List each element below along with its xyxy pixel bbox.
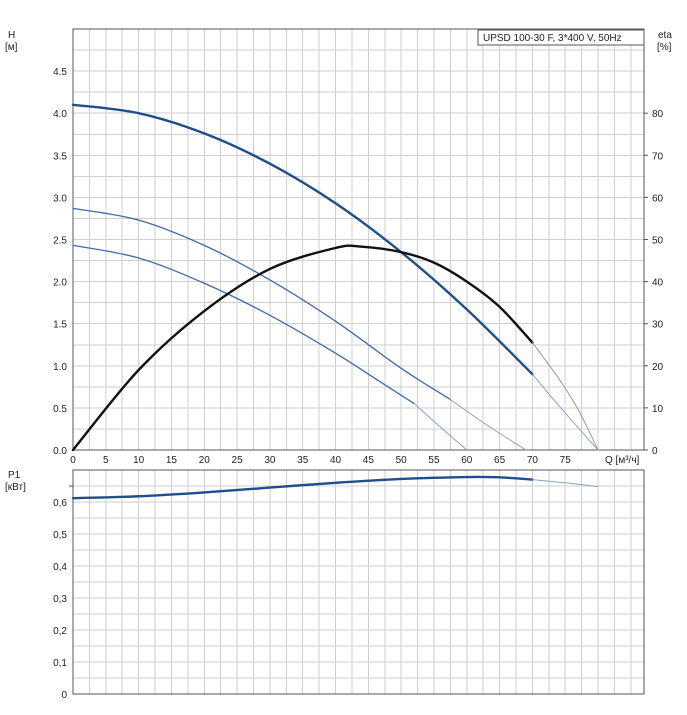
y-tick-label-right: 0 [652, 446, 658, 457]
power-y-tick-label: 0 [61, 690, 67, 701]
x-tick-label: 25 [232, 455, 244, 466]
chart-title: UPSD 100-30 F, 3*400 V, 50Hz [483, 33, 622, 44]
power-y-axis-unit: [кВт] [5, 482, 26, 493]
y-tick-label-left: 4.5 [53, 67, 67, 78]
x-tick-label: 15 [166, 455, 178, 466]
x-tick-label: 60 [461, 455, 473, 466]
x-tick-label: 40 [330, 455, 342, 466]
head-chart-y-ticks-right: 0 10 20 30 40 50 60 70 80 [644, 109, 664, 457]
power-y-tick-label: 0,3 [53, 594, 67, 605]
power-chart-y-ticks: 0 0,1 0,2 0,3 0,4 0,5 0,6 [53, 485, 73, 701]
head-speed1-ext-curve [531, 373, 599, 451]
y-tick-label-right: 50 [652, 236, 664, 247]
power-chart-series [71, 475, 599, 500]
y-tick-label-right: 60 [652, 193, 664, 204]
y-tick-label-right: 10 [652, 404, 664, 415]
y-tick-label-left: 2.0 [53, 278, 67, 289]
y-tick-label-right: 70 [652, 151, 664, 162]
x-tick-label: 35 [297, 455, 309, 466]
y-axis-left-label: H [8, 30, 15, 41]
efficiency-ext-curve [531, 342, 599, 451]
head-speed3-curve [72, 244, 415, 405]
power-y-tick-label: 0,6 [53, 498, 67, 509]
y-axis-left-unit: [м] [5, 42, 18, 53]
x-tick-label: 50 [396, 455, 408, 466]
x-tick-label: 65 [494, 455, 506, 466]
y-tick-label-left: 1.0 [53, 362, 67, 373]
x-tick-label: 0 [70, 455, 76, 466]
x-tick-label: 5 [103, 455, 109, 466]
head-speed3-ext-curve [413, 403, 468, 451]
x-tick-label: 75 [560, 455, 572, 466]
y-tick-label-left: 2.5 [53, 236, 67, 247]
x-tick-label: 20 [199, 455, 211, 466]
head-chart-grid [73, 29, 644, 450]
power-speed1-curve [71, 475, 534, 500]
y-tick-label-left: 0.5 [53, 404, 67, 415]
power-y-tick-label: 0,5 [53, 530, 67, 541]
y-tick-label-right: 30 [652, 320, 664, 331]
y-tick-label-right: 40 [652, 278, 664, 289]
head-efficiency-chart: 0 5 10 15 20 25 30 35 40 45 50 55 60 65 70 75 0.0 0.5 1.0… [5, 28, 672, 466]
y-tick-label-left: 0.0 [53, 446, 67, 457]
x-tick-label: 30 [264, 455, 276, 466]
power-chart-grid [73, 470, 644, 694]
power-y-tick-label: 0,2 [53, 626, 67, 637]
y-tick-label-left: 4.0 [53, 109, 67, 120]
power-y-tick-label: 0,4 [53, 562, 67, 573]
y-tick-label-left: 3.0 [53, 193, 67, 204]
x-axis-label: Q [м³/ч] [605, 455, 640, 466]
head-chart-series [71, 103, 599, 452]
power-speed1-ext-curve [531, 479, 599, 488]
efficiency-curve [71, 244, 534, 452]
x-tick-label: 55 [428, 455, 440, 466]
y-tick-label-right: 20 [652, 362, 664, 373]
chart-title-box [477, 29, 645, 46]
head-chart-x-ticks: 0 5 10 15 20 25 30 35 40 45 50 55 60 65 70 75 [70, 455, 571, 466]
y-axis-right-unit: [%] [657, 42, 672, 53]
head-speed2-curve [72, 207, 452, 401]
head-speed1-curve [71, 103, 534, 376]
power-y-tick-label: 0,1 [53, 658, 67, 669]
power-y-axis-label: P1 [8, 470, 21, 481]
y-tick-label-left: 3.5 [53, 151, 67, 162]
x-tick-label: 70 [527, 455, 539, 466]
y-tick-label-left: 1.5 [53, 320, 67, 331]
x-tick-label: 10 [133, 455, 145, 466]
head-chart-y-ticks-left: 0.0 0.5 1.0 1.5 2.0 2.5 3.0 3.5 4.0 4.5 [53, 67, 67, 457]
y-tick-label-right: 80 [652, 109, 664, 120]
head-speed2-ext-curve [449, 398, 527, 451]
x-tick-label: 45 [363, 455, 375, 466]
y-axis-right-label: eta [658, 30, 672, 41]
power-chart: 0 0,1 0,2 0,3 0,4 0,5 0,6 P1 [кВт] [5, 469, 645, 701]
power-chart-frame [72, 469, 645, 695]
